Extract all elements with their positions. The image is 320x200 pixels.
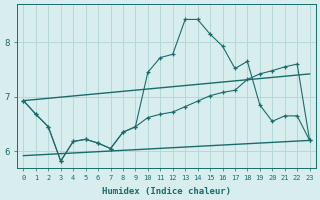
X-axis label: Humidex (Indice chaleur): Humidex (Indice chaleur) <box>102 187 231 196</box>
